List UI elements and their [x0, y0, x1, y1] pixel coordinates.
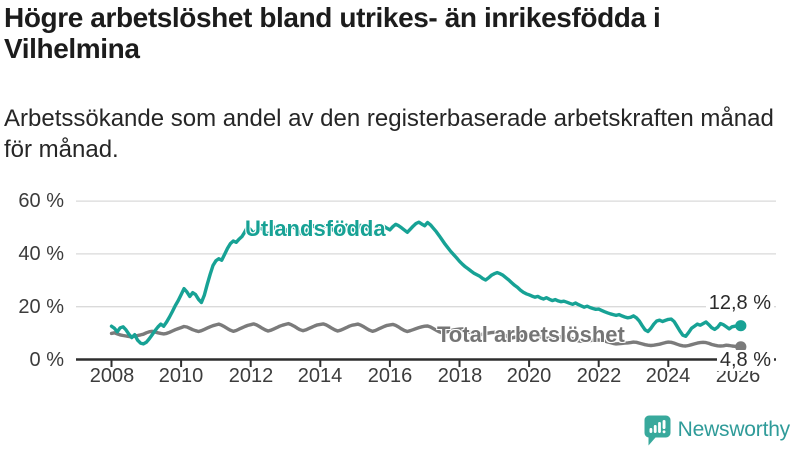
- gridlines: [76, 200, 776, 308]
- newsworthy-logo: Newsworthy: [644, 414, 790, 446]
- x-tick-label: 2010: [158, 365, 204, 387]
- series-line-total-arbetsl-shet: [109, 321, 743, 349]
- series-label-utlandsfodda: Utlandsfödda: [245, 216, 386, 241]
- newsworthy-wordmark: Newsworthy: [677, 418, 791, 441]
- y-tick-label: 0 %: [29, 349, 64, 371]
- y-tick-label: 60 %: [18, 190, 64, 212]
- x-tick-label: 2008: [89, 365, 135, 387]
- x-tick-label: 2018: [437, 365, 483, 387]
- newsworthy-badge-icon: [644, 415, 671, 445]
- exclamation-dot: [662, 429, 666, 433]
- series-lines: [109, 220, 743, 349]
- x-tick-label: 2012: [228, 365, 274, 387]
- bar-chart-glyph: [649, 419, 666, 433]
- x-tick-label: 2022: [576, 365, 622, 387]
- x-tick-label: 2024: [645, 365, 691, 387]
- x-tick-label: 2014: [297, 365, 343, 387]
- series-end-dots: [735, 320, 747, 353]
- y-tick-label: 40 %: [18, 243, 64, 265]
- y-tick-label: 20 %: [18, 296, 64, 318]
- page-title: Högre arbetslöshet bland utrikes- än inr…: [4, 2, 796, 64]
- x-axis: [76, 358, 776, 367]
- subtitle-line-1: Arbetssökande som andel av den registerb…: [4, 105, 774, 132]
- end-value-label-utlandsfodda: 12,8 %: [705, 293, 774, 314]
- x-tick-label: 2020: [506, 365, 552, 387]
- x-tick-label: 2016: [367, 365, 413, 387]
- speech-bubble-shape: [644, 415, 671, 445]
- series-end-dot: [735, 320, 747, 332]
- subtitle-line-2: för månad.: [4, 136, 119, 163]
- chart-subtitle: Arbetssökande som andel av den registerb…: [4, 103, 796, 165]
- series-end-dot: [735, 341, 747, 353]
- title-line-1: Högre arbetslöshet bland utrikes- än inr…: [4, 2, 661, 33]
- exclamation-bar: [662, 419, 666, 429]
- series-line-utlandsf-dda: [109, 220, 743, 346]
- series-label-total-arbetsloshet: Total arbetslöshet: [437, 322, 625, 347]
- title-line-2: Vilhelmina: [4, 33, 140, 64]
- end-value-label-total: 4,8 %: [716, 350, 774, 371]
